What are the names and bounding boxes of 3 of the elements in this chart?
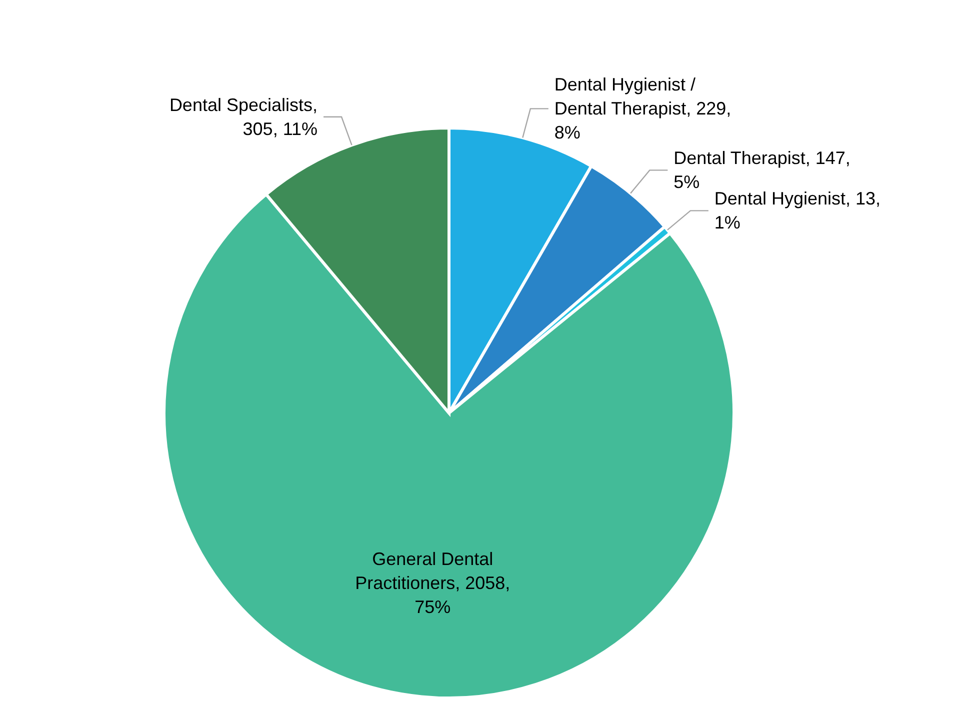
slice-label: Dental Specialists, 305, 11% [169,94,318,139]
slice-label: General Dental Practitioners, 2058, 75% [355,549,510,618]
slice-label: Dental Hygienist / Dental Therapist, 229, 8% [554,74,732,143]
